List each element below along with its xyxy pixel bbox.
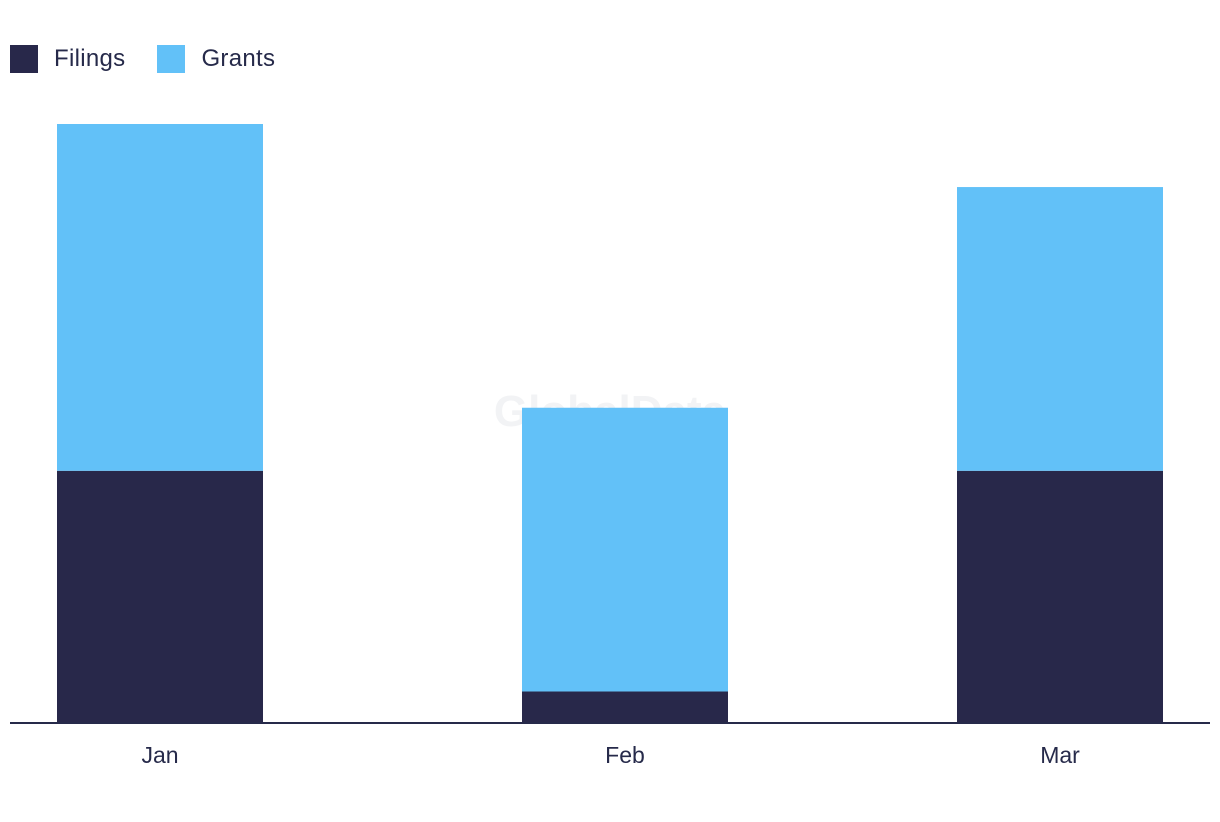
legend-swatch-filings — [10, 45, 38, 73]
bar-filings-jan[interactable] — [57, 470, 263, 723]
legend-label-filings: Filings — [54, 45, 126, 72]
bars-group — [57, 124, 1163, 723]
x-tick-label-jan: Jan — [141, 742, 178, 768]
legend-item-filings[interactable]: Filings — [10, 45, 125, 73]
legend-label-grants: Grants — [201, 45, 276, 72]
x-tick-labels: Jan Feb Mar — [141, 742, 1080, 768]
bar-filings-mar[interactable] — [957, 470, 1163, 723]
bar-grants-mar[interactable] — [957, 187, 1163, 471]
legend: Filings Grants — [10, 44, 307, 74]
x-tick-label-feb: Feb — [605, 742, 645, 768]
legend-swatch-grants — [157, 45, 186, 73]
bar-grants-jan[interactable] — [57, 124, 263, 471]
bar-grants-feb[interactable] — [522, 407, 728, 692]
x-tick-label-mar: Mar — [1040, 742, 1080, 768]
legend-item-grants[interactable]: Grants — [157, 45, 275, 73]
bar-filings-feb[interactable] — [522, 691, 728, 723]
